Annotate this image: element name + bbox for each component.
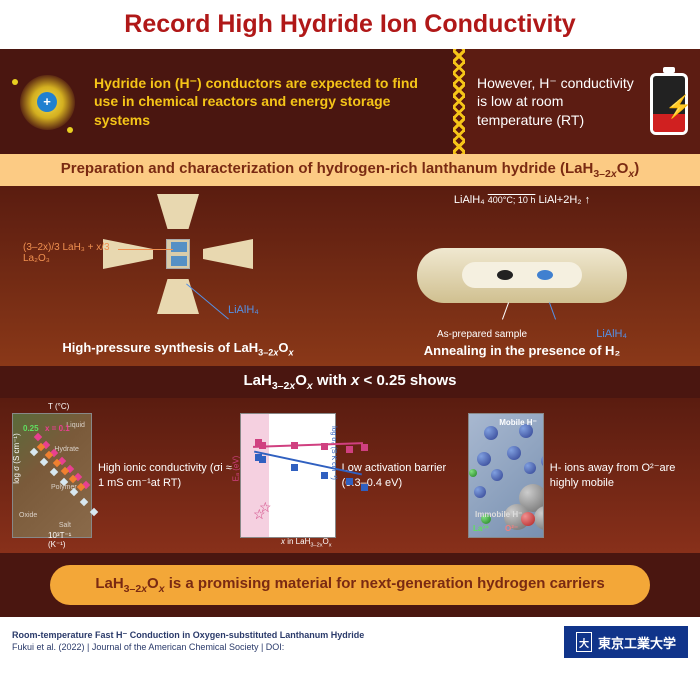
intro-left: + Hydride ion (H⁻) conductors are expect… bbox=[0, 49, 453, 154]
prep-band: Preparation and characterization of hydr… bbox=[0, 154, 700, 186]
press-diagram: (3–2x)/3 LaH₃ + x/3 La₂O₃ LiAlH₄ bbox=[78, 194, 278, 314]
activation-plot: Eₐ (eV) log σ₀ (S K cm⁻¹) x in LaH3–2xOx… bbox=[240, 413, 336, 538]
activation-desc: Low activation barrier (0.3–0.4 eV) bbox=[342, 461, 460, 490]
high-pressure-column: (3–2x)/3 LaH₃ + x/3 La₂O₃ LiAlH₄ High-pr… bbox=[16, 194, 340, 358]
anneal-diagram: As-prepared sample LiAlH₄ bbox=[407, 228, 637, 328]
result-activation: Eₐ (eV) log σ₀ (S K cm⁻¹) x in LaH3–2xOx… bbox=[240, 404, 460, 547]
result-structure: Mobile H⁻ Immobile H⁻ La³⁺ O²⁻ H- ions a… bbox=[468, 404, 688, 547]
high-pressure-caption: High-pressure synthesis of LaH3–2xOx bbox=[62, 340, 293, 358]
conclusion-band: LaH3–2xOx is a promising material for ne… bbox=[0, 553, 700, 617]
structure-desc: H- ions away from O²⁻are highly mobile bbox=[550, 461, 688, 490]
intro-right: However, H⁻ conductivity is low at room … bbox=[465, 49, 700, 154]
conductivity-desc: High ionic conductivity (σi ≈ 1 mS cm⁻¹a… bbox=[98, 461, 232, 490]
annealing-column: LiAlH₄ 400°C; 10 h LiAl+2H₂ ↑ As-prepare… bbox=[360, 194, 684, 358]
university-logo: 大 東京工業大学 bbox=[564, 626, 688, 658]
shows-band: LaH3–2xOx with x < 0.25 shows bbox=[0, 366, 700, 398]
logo-mark-icon: 大 bbox=[576, 632, 592, 652]
arrhenius-plot: T (°C) log σ (S cm⁻¹) 10³T⁻¹ (K⁻¹) Liqui… bbox=[12, 413, 92, 538]
synthesis-band: (3–2x)/3 LaH₃ + x/3 La₂O₃ LiAlH₄ High-pr… bbox=[0, 186, 700, 366]
infographic: Record High Hydride Ion Conductivity + H… bbox=[0, 0, 700, 700]
hydride-ion-icon: + bbox=[12, 67, 82, 137]
annealing-caption: Annealing in the presence of H₂ bbox=[424, 343, 620, 358]
prep-title: Preparation and characterization of hydr… bbox=[61, 160, 639, 177]
lialh4-label-left: LiAlH₄ bbox=[228, 304, 259, 316]
intro-band: + Hydride ion (H⁻) conductors are expect… bbox=[0, 49, 700, 154]
reaction-equation: LiAlH₄ 400°C; 10 h LiAl+2H₂ ↑ bbox=[454, 194, 590, 206]
conclusion-pill: LaH3–2xOx is a promising material for ne… bbox=[50, 565, 650, 605]
footer: Room-temperature Fast H⁻ Conduction in O… bbox=[0, 617, 700, 667]
lialh4-label-right: LiAlH₄ bbox=[596, 328, 627, 340]
intro-left-text: Hydride ion (H⁻) conductors are expected… bbox=[94, 74, 441, 129]
as-prepared-label: As-prepared sample bbox=[437, 329, 527, 340]
structure-diagram: Mobile H⁻ Immobile H⁻ La³⁺ O²⁻ bbox=[468, 413, 544, 538]
low-battery-icon: ⚡ bbox=[650, 67, 688, 137]
intro-right-text: However, H⁻ conductivity is low at room … bbox=[477, 74, 640, 129]
footer-citation: Room-temperature Fast H⁻ Conduction in O… bbox=[12, 630, 364, 653]
zigzag-divider bbox=[453, 49, 465, 154]
reactant-formula: (3–2x)/3 LaH₃ + x/3 La₂O₃ bbox=[23, 242, 123, 264]
results-band: T (°C) log σ (S cm⁻¹) 10³T⁻¹ (K⁻¹) Liqui… bbox=[0, 398, 700, 553]
result-conductivity: T (°C) log σ (S cm⁻¹) 10³T⁻¹ (K⁻¹) Liqui… bbox=[12, 404, 232, 547]
title-band: Record High Hydride Ion Conductivity bbox=[0, 0, 700, 49]
title-text: Record High Hydride Ion Conductivity bbox=[124, 10, 575, 38]
